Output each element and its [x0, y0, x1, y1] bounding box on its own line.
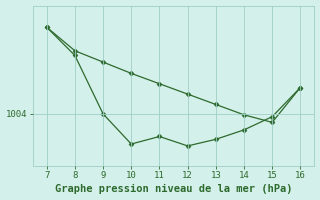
- X-axis label: Graphe pression niveau de la mer (hPa): Graphe pression niveau de la mer (hPa): [55, 184, 292, 194]
